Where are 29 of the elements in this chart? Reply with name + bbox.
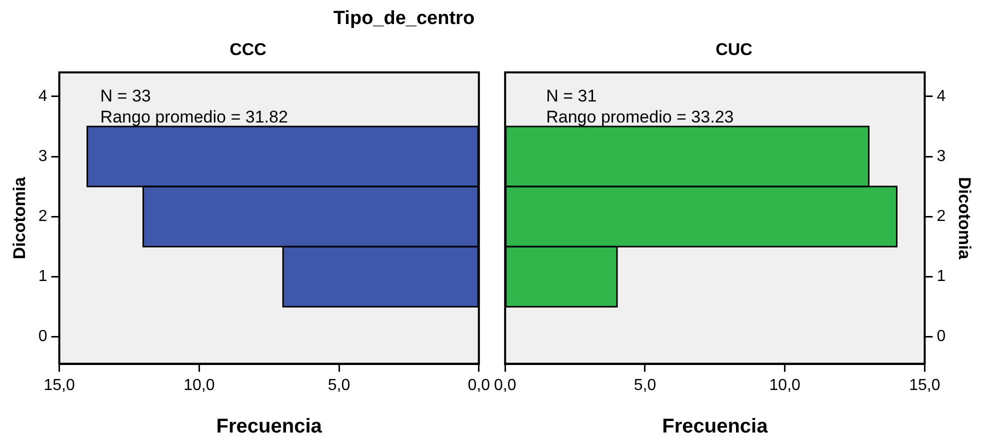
chart-subtitle: CUC	[716, 40, 752, 59]
chart-subtitle: CCC	[230, 40, 266, 59]
y-tick-label: 0	[38, 328, 48, 346]
annotation: Rango promedio = 33.23	[546, 108, 734, 127]
y-axis-title: Dicotomia	[955, 177, 974, 260]
x-tick-label: 15,0	[909, 376, 940, 394]
chart-title: Tipo_de_centro	[332, 8, 476, 30]
x-tick-label: 5,0	[328, 376, 350, 394]
y-tick-label: 3	[38, 148, 48, 165]
y-tick-label: 2	[936, 208, 946, 226]
y-tick-label: 1	[38, 268, 48, 286]
annotation: N = 33	[100, 86, 151, 106]
x-tick-label: 0,0	[468, 376, 490, 394]
x-tick-label: 5,0	[634, 376, 656, 394]
x-tick-label: 0,0	[494, 376, 516, 394]
x-axis-title: Frecuencia	[216, 416, 323, 438]
annotation: N = 31	[546, 86, 597, 106]
y-tick-label: 1	[936, 268, 946, 286]
y-axis-title: Dicotomia	[10, 176, 29, 260]
x-axis-title: Frecuencia	[662, 416, 769, 438]
x-tick-label: 10,0	[184, 376, 215, 394]
x-tick-label: 10,0	[769, 376, 801, 394]
annotation: Rango promedio = 31.82	[100, 108, 288, 127]
y-tick-label: 4	[38, 88, 48, 105]
y-tick-label: 4	[936, 88, 946, 105]
y-tick-label: 2	[38, 208, 48, 226]
y-tick-label: 3	[936, 148, 946, 165]
y-tick-label: 0	[936, 328, 946, 346]
x-tick-label: 15,0	[44, 376, 75, 394]
